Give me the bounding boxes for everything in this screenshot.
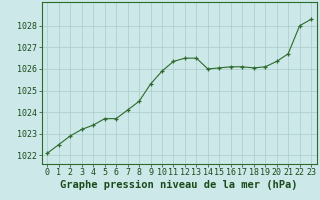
X-axis label: Graphe pression niveau de la mer (hPa): Graphe pression niveau de la mer (hPa): [60, 180, 298, 190]
